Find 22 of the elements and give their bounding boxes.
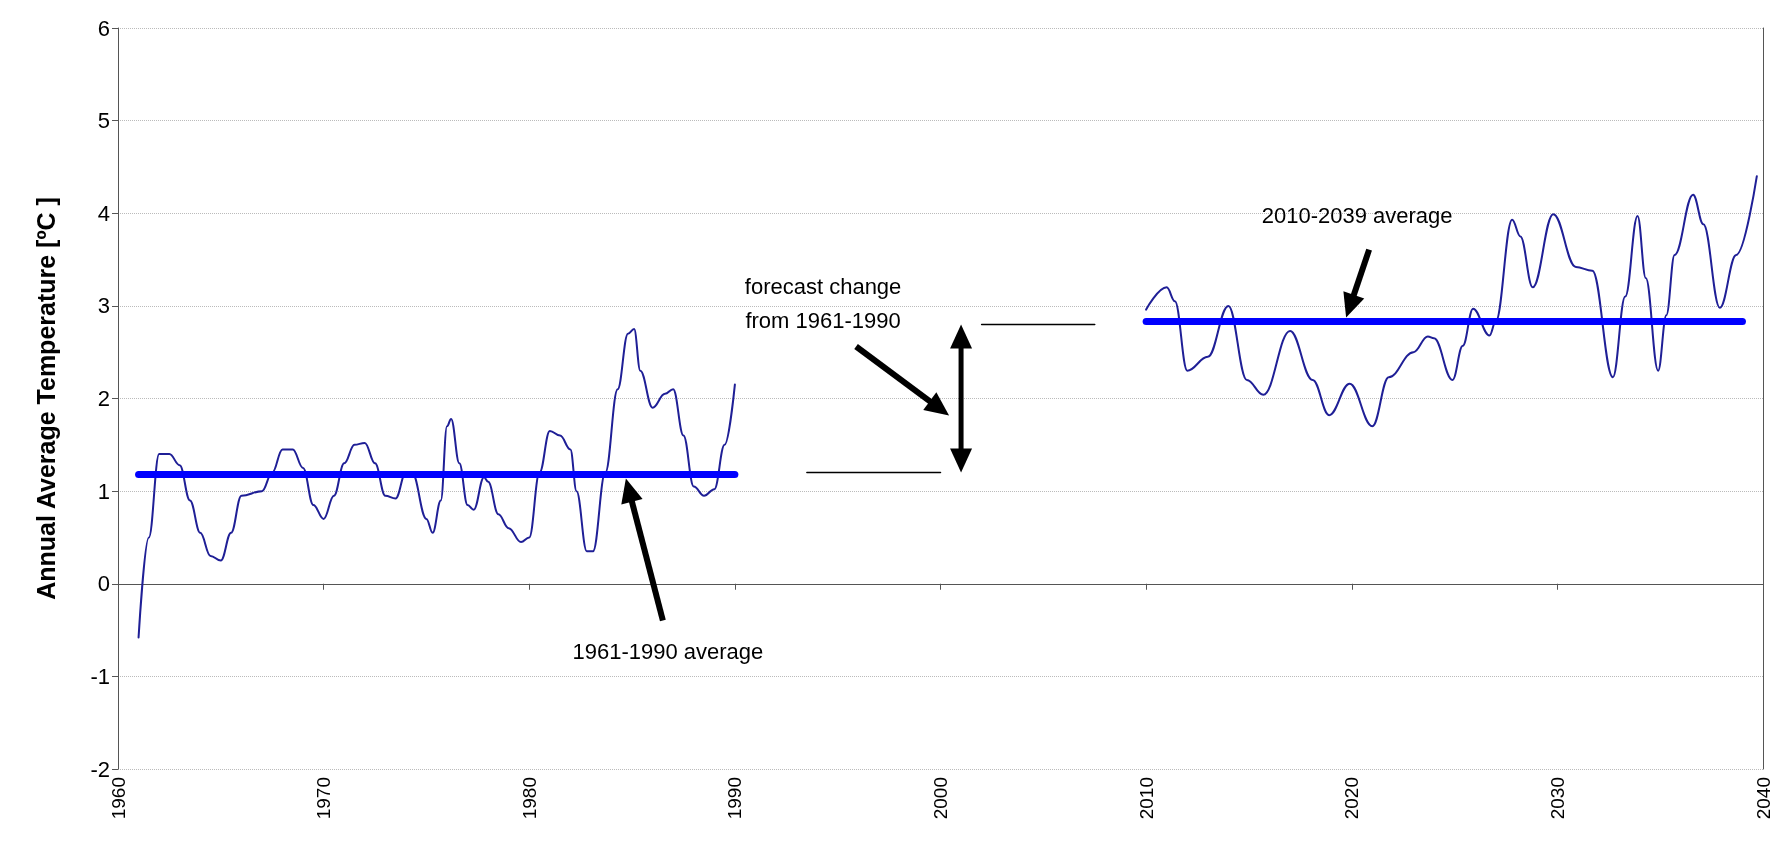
y-axis-title: Annual Average Temperature [ºC ] [31,197,60,600]
y-tick-label: -2 [90,756,110,782]
x-tick-label: 1990 [724,777,746,820]
x-tick-label: 2040 [1752,777,1774,820]
y-tick-label: 2 [97,386,110,411]
y-tick-label: 3 [97,293,110,319]
annotation: 2010-2039 average [1261,203,1453,229]
y-tick-label: 1 [97,478,110,504]
y-tick-label: 6 [97,15,110,41]
y-tick-label: 4 [97,200,110,226]
x-tick-label: 2000 [930,777,951,820]
x-tick-label: 2020 [1341,777,1363,820]
annotation: forecast change from 1961-1990 [744,274,902,333]
y-tick-label: -1 [90,663,110,689]
annotation: 1961-1990 average [572,638,764,664]
x-tick-label: 2030 [1546,777,1568,820]
x-tick-label: 1970 [313,777,335,820]
x-tick-label: 2010 [1135,777,1157,820]
x-tick-label: 1980 [518,777,540,820]
y-tick-label: 5 [97,108,110,134]
y-tick-label: 0 [97,571,110,597]
x-tick-label: 1960 [107,777,129,820]
